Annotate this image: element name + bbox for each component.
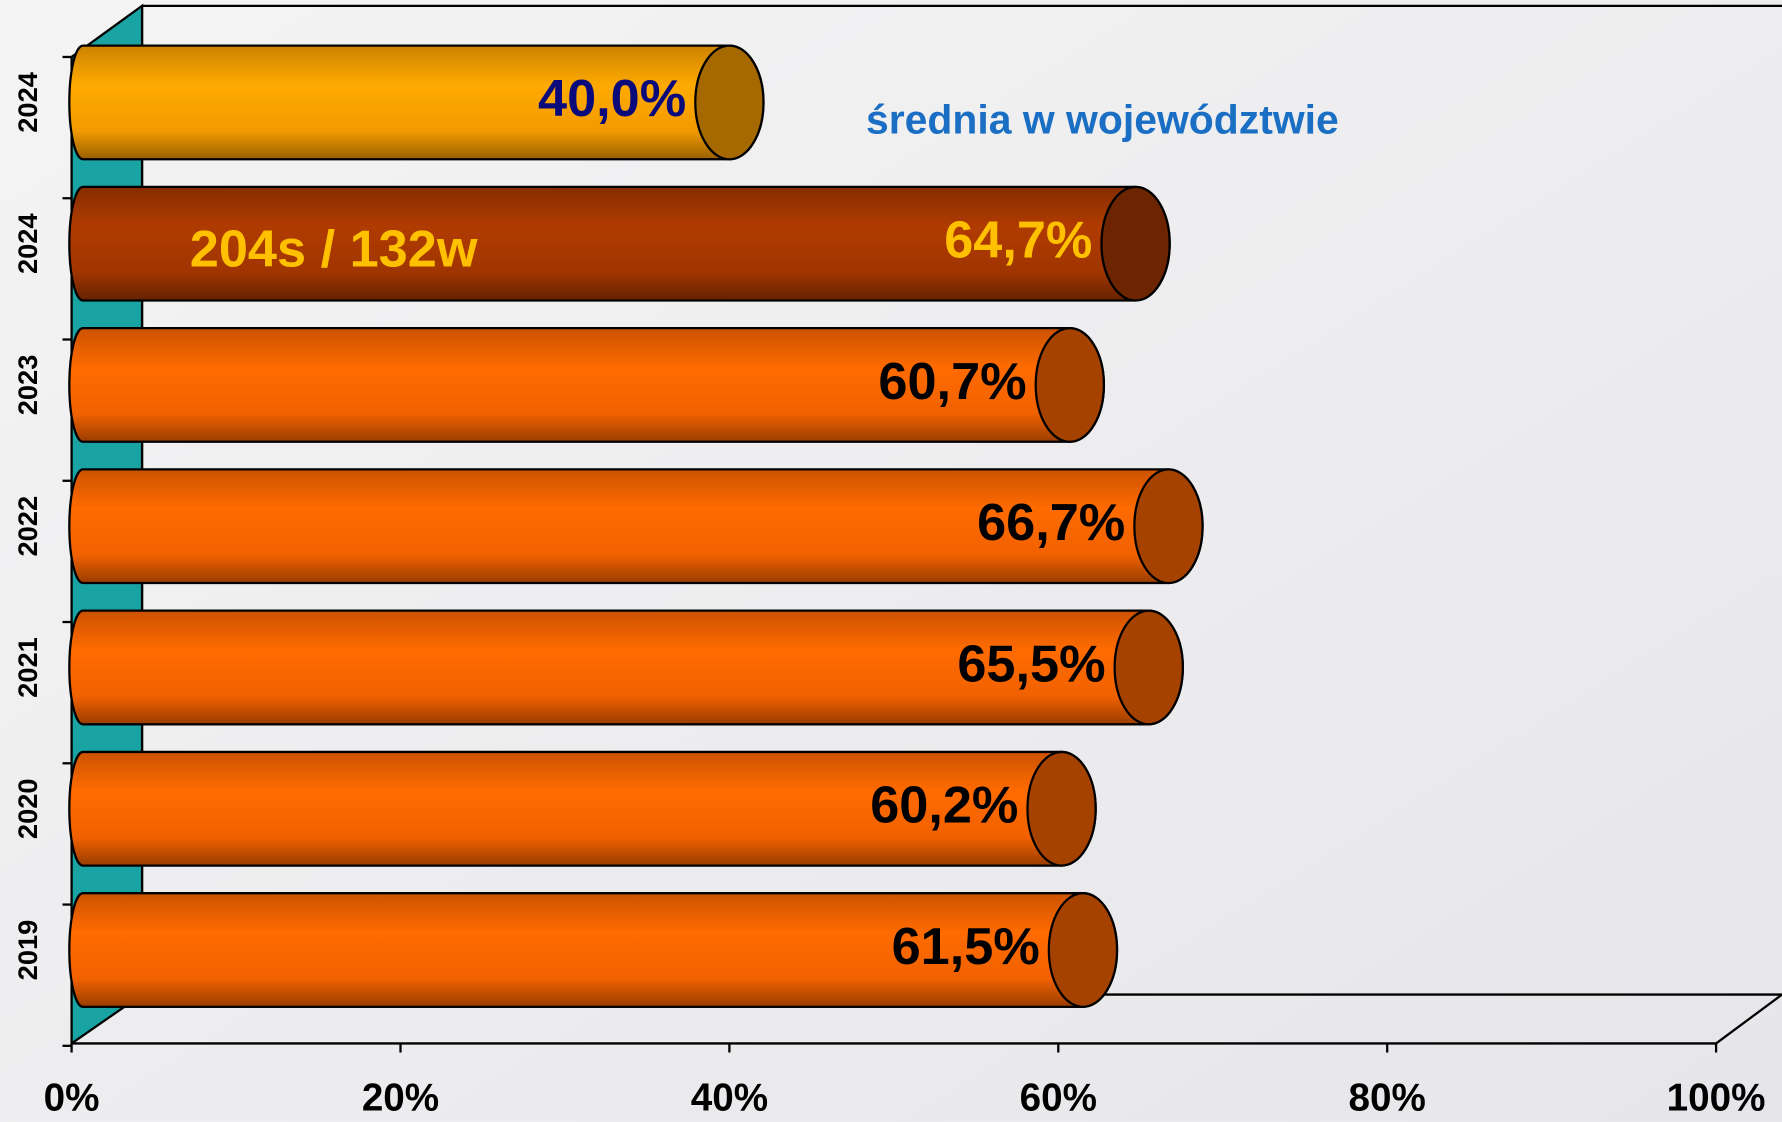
bar-cap: [1034, 326, 1106, 443]
y-tick-label: 2024: [12, 213, 43, 274]
value-label: 60,2%: [870, 777, 1018, 835]
bar-cap: [1100, 185, 1171, 302]
bar-group: [68, 468, 1204, 585]
x-tick-label: 0%: [44, 1076, 100, 1119]
value-label: 61,5%: [892, 918, 1040, 976]
bar-cap: [1113, 609, 1184, 726]
annotation: 204s / 132w: [190, 220, 478, 278]
bar-group: [68, 44, 765, 161]
value-label: 60,7%: [878, 353, 1026, 411]
x-tick-label: 60%: [1020, 1076, 1097, 1119]
y-tick-label: 2021: [12, 637, 43, 698]
bar-cap: [1133, 468, 1204, 585]
value-label: 65,5%: [957, 635, 1105, 693]
annotation: średnia w województwie: [866, 97, 1339, 143]
bar-cap: [1026, 750, 1097, 867]
y-tick-label: 2023: [12, 355, 43, 416]
x-tick-label: 40%: [691, 1076, 768, 1119]
x-tick-label: 80%: [1349, 1076, 1426, 1119]
y-tick-label: 2024: [12, 71, 43, 132]
bar-group: [68, 750, 1097, 867]
y-tick-label: 2022: [12, 496, 43, 557]
x-tick-label: 20%: [362, 1076, 439, 1119]
bar-cap: [1047, 892, 1119, 1008]
x-tick-label: 100%: [1667, 1076, 1766, 1119]
bar-group: [68, 326, 1106, 443]
bar-cap: [694, 44, 765, 161]
bar-group: [68, 185, 1171, 302]
bar-group: [68, 892, 1119, 1008]
y-tick-label: 2020: [12, 778, 43, 839]
value-label: 40,0%: [538, 70, 686, 128]
y-tick-label: 2019: [12, 920, 43, 981]
value-label: 64,7%: [944, 212, 1092, 270]
value-label: 66,7%: [977, 494, 1125, 552]
bar-group: [68, 609, 1184, 726]
